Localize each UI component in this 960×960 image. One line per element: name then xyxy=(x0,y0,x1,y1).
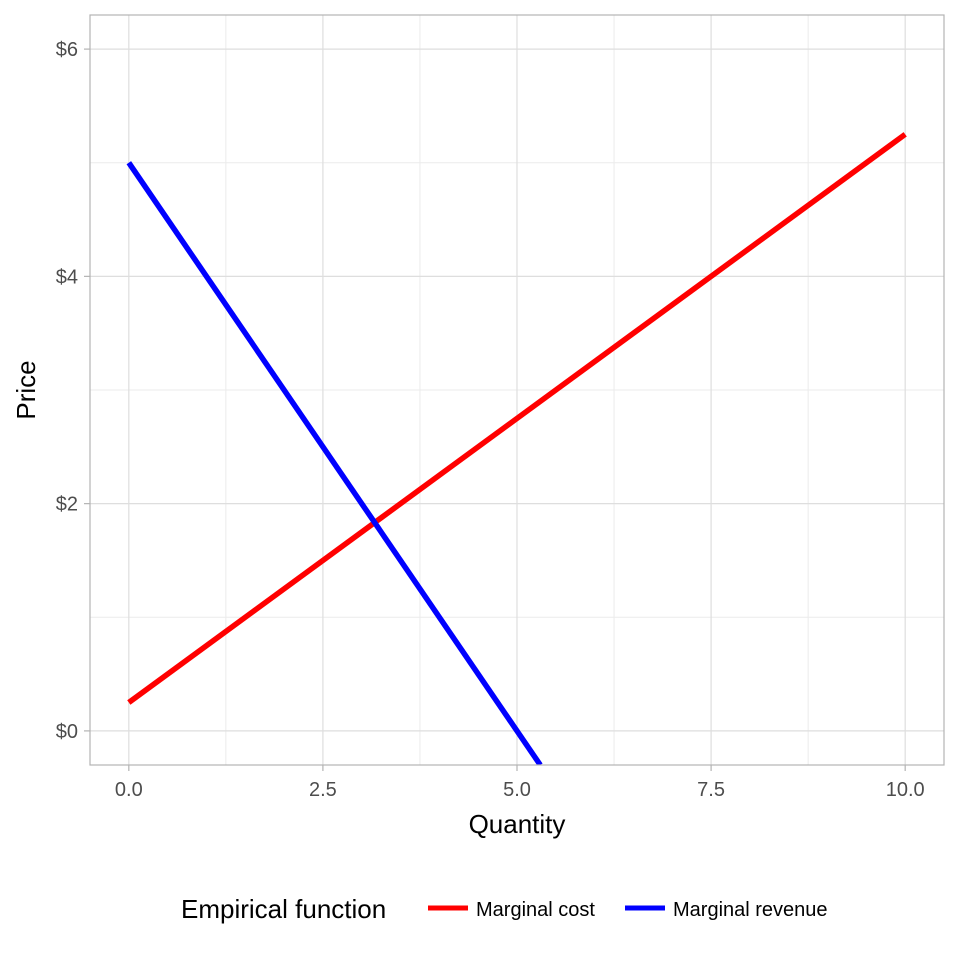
x-axis: 0.0 2.5 5.0 7.5 10.0 xyxy=(115,765,925,801)
y-axis-title: Price xyxy=(11,360,41,419)
legend-title: Empirical function xyxy=(181,894,386,924)
series-line-marginal-revenue xyxy=(126,161,543,765)
major-gridlines xyxy=(90,15,944,765)
legend: Empirical function Marginal cost Margina… xyxy=(181,894,828,924)
x-tick-label: 10.0 xyxy=(886,779,925,801)
series-lines xyxy=(126,132,907,765)
series-line-marginal-cost xyxy=(127,132,907,705)
x-tick-label: 2.5 xyxy=(309,779,337,801)
y-tick-label: $2 xyxy=(56,494,78,516)
x-axis-title: Quantity xyxy=(469,809,566,839)
x-tick-label: 0.0 xyxy=(115,779,143,801)
legend-label-marginal-cost: Marginal cost xyxy=(476,899,595,921)
y-tick-label: $4 xyxy=(56,266,78,288)
legend-label-marginal-revenue: Marginal revenue xyxy=(673,899,828,921)
y-axis: $0 $2 $4 $6 xyxy=(56,39,90,743)
x-tick-label: 5.0 xyxy=(503,779,531,801)
x-tick-label: 7.5 xyxy=(697,779,725,801)
y-tick-label: $0 xyxy=(56,721,78,743)
y-tick-label: $6 xyxy=(56,39,78,61)
